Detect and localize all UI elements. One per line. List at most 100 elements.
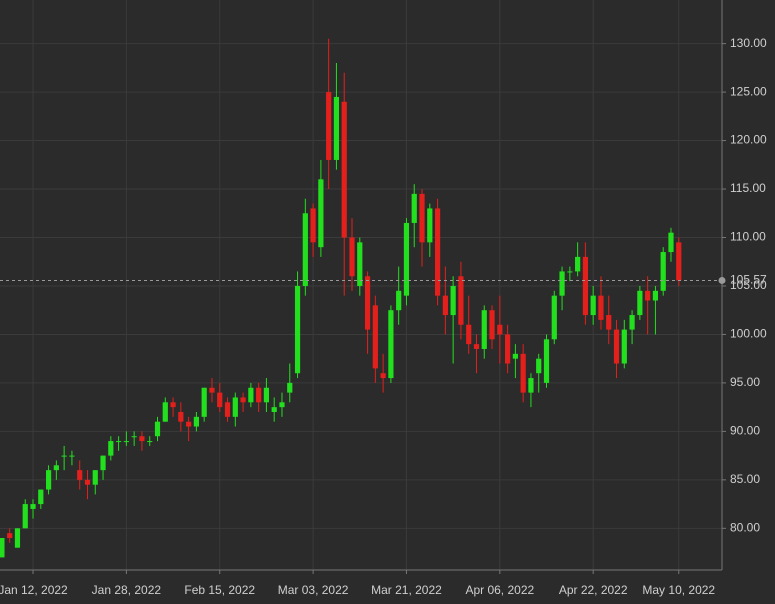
candle-body — [396, 290, 402, 311]
x-tick-label: Mar 21, 2022 — [371, 583, 442, 597]
candle-body — [45, 470, 52, 490]
y-tick-label: 115.00 — [730, 181, 766, 195]
candle-body — [364, 276, 371, 330]
y-tick-label: 130.00 — [730, 36, 767, 50]
x-tick-label: Mar 03, 2022 — [278, 583, 349, 597]
candle-body — [590, 295, 596, 316]
candle-body — [598, 295, 604, 320]
candle-body — [497, 324, 503, 335]
last-price-dot — [718, 276, 726, 284]
candle-body — [613, 329, 620, 364]
x-tick-label: Apr 22, 2022 — [559, 583, 628, 597]
candle-body — [341, 101, 347, 238]
y-tick-label: 85.00 — [730, 472, 760, 486]
candle-body — [668, 232, 674, 253]
candle-body — [108, 441, 114, 456]
y-tick-label: 80.00 — [730, 520, 760, 534]
y-tick-label: 120.00 — [730, 133, 767, 147]
candle-body — [170, 402, 176, 408]
candle-body — [676, 242, 682, 281]
y-tick-label: 105.00 — [730, 278, 767, 292]
candle-body — [131, 436, 137, 438]
candle-body — [84, 479, 91, 485]
candle-body — [209, 387, 215, 393]
candle-body — [512, 353, 518, 359]
x-tick-label: Jan 28, 2022 — [92, 583, 162, 597]
candle-body — [232, 397, 238, 417]
candle-body — [294, 285, 301, 374]
candle-body — [22, 504, 28, 529]
candle-body — [660, 252, 666, 291]
candle-body — [116, 441, 122, 443]
candle-body — [582, 256, 588, 316]
candle-body — [536, 358, 542, 374]
candle-body — [575, 256, 581, 272]
candle-body — [162, 402, 168, 422]
y-tick-label: 110.00 — [730, 230, 766, 244]
candle-body — [77, 470, 83, 480]
candle-body — [481, 310, 487, 349]
y-tick-label: 95.00 — [730, 375, 760, 389]
candle-body — [92, 470, 98, 485]
candle-body — [302, 213, 308, 286]
y-tick-label: 125.00 — [730, 84, 767, 98]
candle-body — [240, 397, 246, 403]
candle-body — [326, 92, 332, 160]
candle-body — [0, 538, 5, 558]
candle-body — [458, 276, 464, 325]
y-tick-label: 100.00 — [730, 327, 767, 341]
candle-body — [271, 407, 277, 412]
candle-body — [442, 295, 448, 316]
candle-body — [193, 416, 199, 427]
candle-body — [543, 339, 550, 383]
candle-body — [100, 455, 106, 471]
candle-body — [217, 392, 223, 408]
candle-body — [123, 441, 129, 443]
candle-body — [279, 402, 285, 408]
last-price-label: 105.57 — [730, 273, 767, 287]
x-tick-label: May 10, 2022 — [642, 583, 715, 597]
candle-body — [154, 421, 161, 437]
candle-body — [349, 237, 355, 277]
candle-body — [520, 353, 526, 393]
candle-body — [201, 387, 207, 417]
candle-body — [61, 455, 67, 457]
candle-body — [53, 465, 59, 471]
candle-body — [411, 193, 417, 223]
candle-body — [450, 285, 456, 316]
candle-body — [637, 290, 643, 316]
candle-body — [318, 179, 324, 248]
candle-body — [505, 334, 511, 364]
candle-body — [263, 387, 270, 403]
candle-body — [30, 504, 36, 509]
candle-body — [621, 329, 627, 364]
candle-body — [372, 305, 378, 369]
candle-body — [38, 489, 44, 505]
candle-body — [7, 533, 13, 539]
candle-body — [567, 271, 573, 273]
candle-body — [224, 402, 231, 417]
candle-body — [310, 208, 316, 243]
candle-body — [333, 96, 340, 160]
candle-body — [287, 382, 293, 393]
candle-body — [559, 271, 565, 296]
candle-body — [14, 528, 21, 548]
y-tick-label: 90.00 — [730, 424, 760, 438]
candle-body — [466, 324, 472, 345]
candle-body — [652, 290, 659, 301]
candle-body — [427, 208, 433, 243]
candle-body — [139, 436, 145, 442]
candle-body — [606, 315, 612, 330]
candle-body — [551, 295, 557, 340]
candle-body — [256, 387, 262, 403]
candle-body — [380, 373, 386, 379]
candle-body — [419, 193, 425, 243]
candle-body — [473, 344, 480, 349]
candle-body — [178, 411, 184, 422]
candle-body — [357, 242, 363, 286]
candle-body — [248, 387, 254, 403]
candle-body — [186, 421, 192, 427]
x-tick-label: Apr 06, 2022 — [465, 583, 534, 597]
